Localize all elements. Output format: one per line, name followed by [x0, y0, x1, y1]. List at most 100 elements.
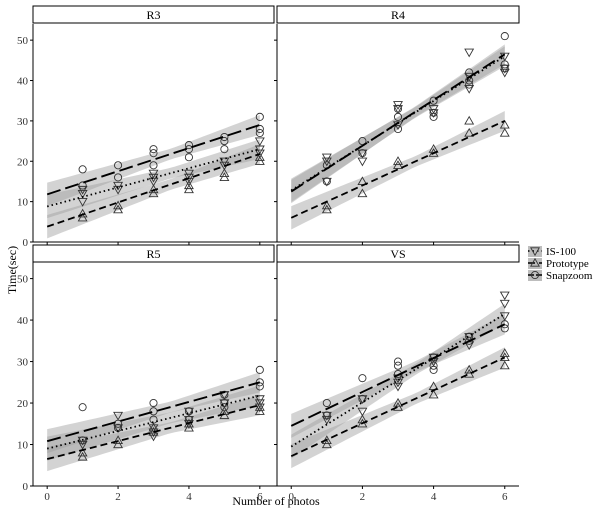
- data-point-prototype: [113, 439, 124, 449]
- data-point-prototype: [113, 435, 124, 444]
- fit-line-is-100: [290, 313, 506, 448]
- data-point-snapzoom: [184, 141, 193, 150]
- data-point-snapzoom: [220, 403, 229, 412]
- y-tick-label: 10: [17, 440, 29, 452]
- data-point-is-100: [254, 395, 265, 404]
- fit-line-snapzoom: [290, 323, 506, 427]
- legend-label: Prototype: [546, 258, 589, 270]
- y-tick-label: 30: [17, 116, 29, 128]
- data-point-prototype: [464, 127, 475, 137]
- data-point-is-100: [499, 52, 510, 62]
- data-point-snapzoom: [255, 112, 264, 121]
- data-point-snapzoom: [429, 96, 438, 105]
- data-point-snapzoom: [393, 104, 403, 113]
- data-point-prototype: [77, 447, 88, 457]
- data-point-snapzoom: [255, 128, 264, 138]
- fit-line-is-100: [46, 148, 261, 208]
- data-point-is-100: [77, 436, 88, 446]
- data-point-prototype: [357, 418, 368, 428]
- data-point-prototype: [499, 352, 510, 362]
- strip-label: VS: [390, 247, 405, 261]
- y-tick-label: 50: [17, 274, 29, 286]
- data-point-is-100: [357, 407, 368, 417]
- y-tick-label: 10: [17, 197, 29, 209]
- x-tick-label: 2: [360, 491, 366, 503]
- data-point-prototype: [393, 160, 403, 169]
- data-point-snapzoom: [220, 145, 229, 154]
- x-tick-label: 4: [186, 491, 192, 503]
- data-point-is-100: [254, 137, 265, 147]
- y-tick-label: 20: [17, 398, 29, 410]
- data-point-snapzoom: [358, 374, 367, 383]
- panels-group: R3 0 10 20 30 40 50 R4 R5 0 10 20 30 40 50 0 2 4 6 VS 0 2 4 6: [17, 5, 520, 503]
- data-point-snapzoom: [184, 407, 193, 416]
- confidence-band-is-100: [291, 46, 505, 203]
- data-point-snapzoom: [429, 112, 438, 121]
- y-tick-label: 0: [23, 237, 29, 249]
- data-point-prototype: [393, 156, 403, 165]
- data-point-snapzoom: [465, 336, 474, 345]
- data-point-snapzoom: [220, 398, 229, 408]
- data-point-is-100: [77, 189, 88, 199]
- data-point-prototype: [183, 184, 194, 194]
- y-tick-label: 0: [23, 481, 29, 493]
- x-tick-label: 0: [288, 491, 294, 503]
- confidence-band-snapzoom: [47, 115, 260, 207]
- data-point-is-100: [148, 428, 159, 438]
- data-point-is-100: [393, 382, 403, 392]
- data-point-prototype: [464, 364, 475, 374]
- y-tick-label: 50: [17, 35, 29, 47]
- data-point-prototype: [428, 389, 439, 399]
- legend-key-marker: [530, 247, 540, 257]
- data-point-is-100: [77, 440, 88, 450]
- data-point-prototype: [464, 115, 475, 125]
- data-point-is-100: [499, 312, 510, 322]
- strip-r5: [32, 244, 275, 263]
- data-point-snapzoom: [322, 398, 331, 408]
- data-point-snapzoom: [500, 60, 509, 69]
- legend-label: Snapzoom: [546, 270, 593, 282]
- data-point-is-100: [113, 185, 124, 195]
- data-point-prototype: [499, 360, 510, 370]
- y-tick-label: 40: [17, 315, 29, 327]
- data-point-snapzoom: [429, 361, 438, 370]
- strip-label: R4: [391, 8, 405, 22]
- panel-r4: R4: [274, 5, 520, 245]
- data-point-snapzoom: [393, 357, 403, 366]
- data-point-snapzoom: [149, 149, 158, 158]
- y-axis-title: Time(sec): [5, 246, 19, 294]
- data-point-snapzoom: [322, 177, 331, 186]
- x-tick-label: 6: [257, 491, 263, 503]
- data-point-snapzoom: [500, 64, 509, 73]
- data-point-snapzoom: [500, 32, 509, 41]
- data-point-is-100: [499, 68, 510, 78]
- legend-key-bg: [528, 270, 542, 281]
- data-point-prototype: [254, 152, 265, 161]
- data-point-is-100: [254, 399, 265, 409]
- legend-label: IS-100: [546, 246, 576, 258]
- panel-r3: R3 0 10 20 30 40 50: [17, 5, 275, 249]
- data-point-prototype: [393, 397, 403, 407]
- data-point-prototype: [219, 168, 230, 177]
- data-point-is-100: [113, 411, 124, 421]
- x-tick-label: 6: [502, 491, 508, 503]
- data-point-prototype: [77, 212, 88, 222]
- confidence-band-prototype: [291, 347, 505, 469]
- x-axis-title: Number of photos: [232, 494, 320, 508]
- data-point-is-100: [464, 48, 475, 58]
- data-point-snapzoom: [358, 149, 367, 158]
- data-point-is-100: [148, 424, 159, 434]
- data-point-is-100: [183, 416, 194, 425]
- data-point-prototype: [148, 188, 159, 198]
- data-point-prototype: [321, 439, 332, 449]
- data-point-snapzoom: [322, 411, 331, 420]
- data-point-snapzoom: [429, 108, 438, 117]
- data-point-prototype: [183, 422, 194, 432]
- x-tick-label: 4: [431, 491, 437, 503]
- legend-key-is-100: [528, 246, 542, 257]
- data-point-snapzoom: [393, 361, 403, 370]
- legend-key-marker: [530, 257, 540, 267]
- data-point-prototype: [77, 451, 88, 461]
